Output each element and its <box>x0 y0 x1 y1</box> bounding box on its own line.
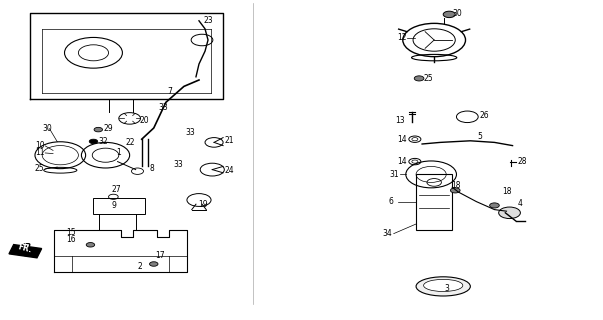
Circle shape <box>89 139 98 144</box>
Text: 14: 14 <box>397 157 406 166</box>
Text: 12: 12 <box>397 33 406 42</box>
Text: 7: 7 <box>168 87 172 96</box>
Text: 2: 2 <box>137 262 142 271</box>
Text: 32: 32 <box>99 137 109 146</box>
Text: 30: 30 <box>42 124 52 132</box>
Circle shape <box>443 11 455 18</box>
Circle shape <box>414 76 424 81</box>
Text: 17: 17 <box>156 252 165 260</box>
Text: 31: 31 <box>389 170 399 179</box>
Polygon shape <box>24 10 229 102</box>
Text: 23: 23 <box>204 16 213 25</box>
Text: 14: 14 <box>397 135 406 144</box>
Text: 18: 18 <box>451 181 461 190</box>
Text: 19: 19 <box>198 200 207 209</box>
Text: 29: 29 <box>104 124 113 133</box>
Text: 15: 15 <box>66 228 76 237</box>
Text: 21: 21 <box>224 136 234 145</box>
Text: 10: 10 <box>35 141 45 150</box>
Bar <box>9 244 42 258</box>
Text: 27: 27 <box>112 185 121 194</box>
Text: 33: 33 <box>186 128 195 137</box>
Text: FR.: FR. <box>17 242 33 254</box>
Bar <box>93 198 145 214</box>
Text: 30: 30 <box>452 9 462 18</box>
Ellipse shape <box>423 279 463 292</box>
Circle shape <box>490 203 499 208</box>
Text: 25: 25 <box>35 164 45 173</box>
Text: 25: 25 <box>424 74 434 83</box>
Text: 3: 3 <box>444 284 449 293</box>
Text: 24: 24 <box>225 166 235 175</box>
Circle shape <box>94 127 103 132</box>
Text: 6: 6 <box>389 197 394 206</box>
Circle shape <box>450 188 460 193</box>
Text: 18: 18 <box>502 187 512 196</box>
Text: 16: 16 <box>66 236 76 244</box>
Text: 13: 13 <box>396 116 405 124</box>
Text: 1: 1 <box>116 148 121 156</box>
Ellipse shape <box>416 277 470 296</box>
Text: 22: 22 <box>125 138 135 147</box>
Text: 4: 4 <box>517 199 522 208</box>
Text: 8: 8 <box>150 164 154 172</box>
Text: 11: 11 <box>35 148 45 157</box>
Text: 20: 20 <box>140 116 150 124</box>
Circle shape <box>86 243 95 247</box>
Text: 26: 26 <box>479 111 489 120</box>
Text: 9: 9 <box>112 201 116 210</box>
Text: 5: 5 <box>478 132 482 141</box>
Bar <box>416 174 452 230</box>
Text: FR.: FR. <box>20 243 36 252</box>
Circle shape <box>499 207 520 219</box>
Text: 33: 33 <box>158 103 168 112</box>
Text: 28: 28 <box>517 157 527 166</box>
Text: 34: 34 <box>383 229 393 238</box>
Text: 33: 33 <box>174 160 183 169</box>
Circle shape <box>150 262 158 266</box>
